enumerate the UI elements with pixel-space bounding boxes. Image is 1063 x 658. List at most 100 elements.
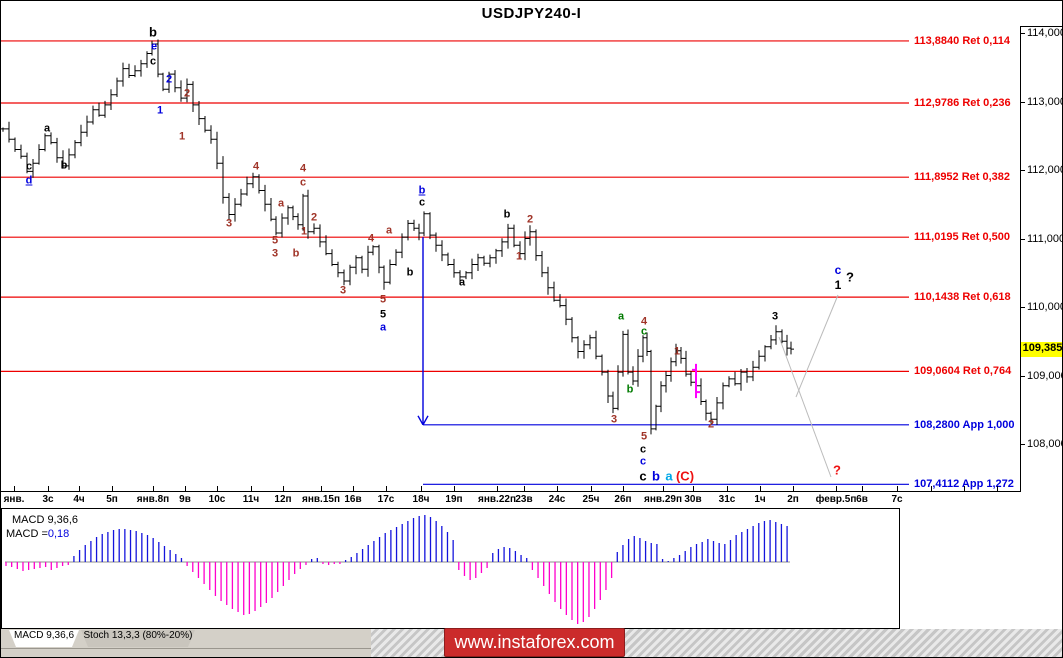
time-axis-label: янв.15п [302, 494, 340, 505]
wave-annotation: 3 [610, 413, 618, 426]
wave-annotation: (C) [675, 468, 695, 484]
time-axis-tick [623, 486, 624, 491]
macd-params-label: MACD 9,36,6 [12, 514, 79, 526]
time-axis-tick [862, 486, 863, 491]
price-axis-label: 109,000 [1027, 369, 1063, 382]
fib-level-label: 111,0195 Ret 0,500 [914, 231, 1011, 244]
wave-annotation: 2 [707, 418, 715, 431]
wave-annotation: 1 [515, 250, 523, 263]
time-axis-label: 6в [856, 494, 868, 505]
macd-value-label: MACD =0,18 [6, 528, 69, 540]
time-axis-label: 26п [614, 494, 632, 505]
time-axis-tick [185, 486, 186, 491]
wave-annotation: 4 [252, 160, 260, 173]
time-axis-tick [353, 486, 354, 491]
time-axis-label: 7с [891, 494, 903, 505]
price-chart-area[interactable] [1, 26, 1020, 491]
time-axis-tick [693, 486, 694, 491]
tab-stochastic[interactable]: Stoch 13,3,3 (80%-20%) [81, 630, 195, 647]
time-axis-tick [14, 486, 15, 491]
price-axis-tick [1020, 444, 1025, 445]
time-axis-tick [931, 486, 932, 491]
time-axis-tick [524, 486, 525, 491]
time-axis-tick [591, 486, 592, 491]
time-axis-label: янв. [3, 494, 25, 505]
time-axis-tick [836, 486, 837, 491]
time-axis-tick [557, 486, 558, 491]
time-axis-label: 10с [208, 494, 226, 505]
price-chart-canvas [1, 39, 909, 485]
time-axis-label: 19п [445, 494, 463, 505]
wave-annotation: 1 [834, 278, 842, 292]
wave-annotation: c [25, 160, 33, 173]
time-axis-label: янв.29п [644, 494, 682, 505]
wave-annotation: b [652, 468, 660, 484]
fib-level-label: 110,1438 Ret 0,618 [914, 291, 1011, 304]
wave-annotation: 1 [178, 130, 186, 143]
time-axis-tick [112, 486, 113, 491]
time-axis-tick [79, 486, 80, 491]
wave-annotation: b [626, 383, 634, 396]
time-axis-label: 9в [179, 494, 191, 505]
banner-text: www.instaforex.com [454, 632, 615, 652]
wave-annotation: 2 [310, 211, 318, 224]
time-axis-label: 1ч [754, 494, 766, 505]
wave-annotation: b [406, 266, 414, 279]
time-axis-label: 23в [515, 494, 533, 505]
fib-level-label: 108,2800 App 1,000 [914, 418, 1015, 431]
price-axis-label: 111,000 [1027, 232, 1063, 245]
tab-macd[interactable]: MACD 9,36,6 [9, 630, 79, 647]
instaforex-banner: www.instaforex.com [444, 628, 625, 657]
time-axis-tick [386, 486, 387, 491]
time-axis-label: янв.22п [478, 494, 516, 505]
wave-annotation: a [385, 224, 393, 237]
price-axis-tick [1020, 307, 1025, 308]
time-axis-tick [964, 486, 965, 491]
wave-annotation: a [379, 321, 387, 334]
price-axis [1020, 26, 1021, 492]
time-axis-tick [251, 486, 252, 491]
wave-annotation: c [640, 325, 648, 338]
wave-annotation: 4 [640, 315, 648, 328]
wave-annotation: c [149, 55, 157, 68]
chart-title: USDJPY240-I [481, 5, 582, 22]
time-axis-tick [897, 486, 898, 491]
wave-annotation: 1 [673, 345, 681, 358]
time-axis-label: 11ч [242, 494, 260, 505]
wave-annotation: ? [833, 462, 841, 478]
macd-indicator-panel[interactable]: MACD 9,36,6 MACD =0,18 [1, 508, 900, 629]
wave-annotation: 2 [165, 73, 173, 86]
wave-annotation: c [639, 468, 647, 484]
time-axis-tick [760, 486, 761, 491]
price-axis-label: 114,000 [1027, 27, 1063, 39]
wave-annotation: a [458, 276, 466, 289]
time-axis-label: 24с [548, 494, 566, 505]
wave-annotation: c [418, 196, 426, 209]
time-axis-label: 2п [787, 494, 799, 505]
time-axis-label: 4ч [73, 494, 85, 505]
time-axis-tick [497, 486, 498, 491]
wave-annotation: 5 [379, 308, 387, 321]
time-axis-label: 18ч [412, 494, 430, 505]
fib-level-label: 107,4112 App 1,272 [914, 478, 1014, 491]
fib-level-label: 112,9786 Ret 0,236 [914, 96, 1011, 109]
macd-value-prefix: MACD = [6, 528, 48, 540]
current-price-badge: 109,385 [1021, 342, 1062, 358]
wave-annotation: 1 [156, 104, 164, 117]
wave-annotation: 4 [367, 232, 375, 245]
price-axis-tick [1020, 170, 1025, 171]
time-axis-tick [663, 486, 664, 491]
wave-annotation: 4 [299, 162, 307, 175]
price-axis-tick [1020, 238, 1025, 240]
tab-divider [1, 648, 371, 649]
time-axis-tick [153, 486, 154, 491]
wave-annotation: 5 [379, 293, 387, 306]
time-axis-tick [454, 486, 455, 491]
time-axis-label: 31с [718, 494, 736, 505]
time-axis-tick [321, 486, 322, 491]
time-axis-label: 17с [377, 494, 395, 505]
wave-annotation: 5 [271, 234, 279, 247]
time-axis-label: 25ч [582, 494, 600, 505]
wave-annotation: 2 [526, 213, 534, 226]
fib-level-label: 109,0604 Ret 0,764 [914, 365, 1012, 378]
